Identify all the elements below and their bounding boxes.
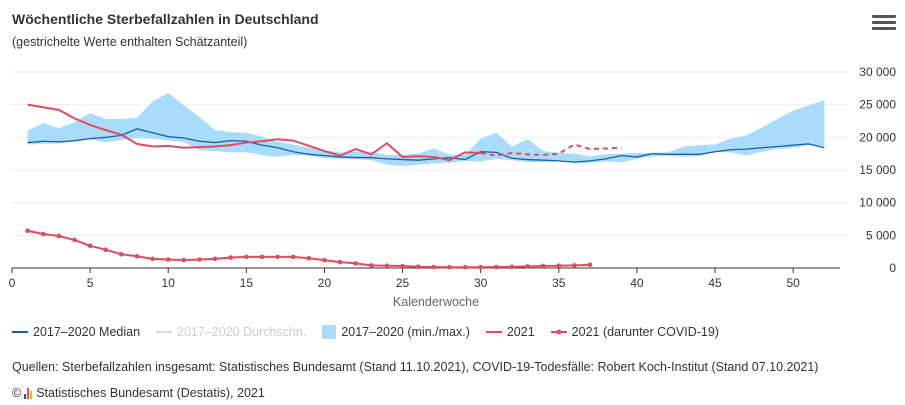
covid-point	[478, 264, 483, 270]
legend-covid-label: 2021 (darunter COVID-19)	[571, 325, 719, 339]
range-area	[27, 92, 825, 167]
covid-point	[165, 257, 171, 262]
chart-plot: 0 5 000 10 000 15 000 20 000 25 000 30 000 0 5 10…	[9, 65, 897, 309]
covid-point	[556, 263, 562, 269]
x-tick-label: 50	[786, 276, 800, 290]
x-tick-label: 5	[87, 276, 94, 290]
x-tick-label: 30	[474, 276, 488, 290]
copyright-text[interactable]: Statistisches Bundesamt (Destatis), 2021	[36, 386, 265, 400]
line-2021	[27, 103, 481, 162]
x-tick-label: 45	[708, 276, 722, 290]
covid-point	[134, 253, 140, 259]
covid-point	[587, 262, 593, 268]
y-tick-label: 10 000	[859, 196, 896, 210]
covid-point	[259, 254, 265, 260]
line-covid	[27, 229, 591, 269]
covid-point	[384, 263, 390, 269]
legend-mean-icon	[156, 331, 173, 333]
x-tick-label: 10	[162, 276, 176, 290]
median-line	[27, 128, 825, 163]
x-tick-label: 35	[552, 276, 566, 290]
legend-range-icon	[322, 325, 337, 339]
legend-2021-label: 2021	[506, 325, 535, 339]
covid-point	[369, 263, 374, 268]
covid-point	[525, 264, 530, 269]
covid-point	[400, 263, 405, 269]
covid-point	[87, 243, 93, 249]
covid-point	[322, 257, 327, 263]
legend-item-covid[interactable]: 2021 (darunter COVID-19)	[550, 325, 719, 339]
y-tick-label: 5 000	[866, 228, 896, 242]
y-tick-label: 15 000	[859, 163, 896, 177]
covid-point	[572, 263, 577, 268]
y-tick-label: 30 000	[859, 65, 896, 79]
covid-point	[181, 257, 187, 263]
copyright: © Statistisches Bundesamt (Destatis), 20…	[12, 386, 265, 400]
x-tick-label: 0	[9, 276, 16, 290]
covid-point	[197, 257, 202, 262]
covid-point	[103, 247, 109, 253]
legend-2021-icon	[485, 331, 502, 333]
covid-point	[306, 255, 312, 261]
y-tick-label: 20 000	[859, 130, 896, 144]
legend-covid-icon	[550, 329, 567, 335]
covid-point	[337, 259, 343, 265]
y-tick-label: 0	[889, 261, 896, 275]
legend-item-2021[interactable]: 2021	[485, 325, 535, 339]
legend-range-label: 2017–2020 (min./max.)	[341, 325, 470, 339]
covid-point	[462, 264, 468, 270]
covid-point	[509, 264, 515, 270]
x-tick-label: 25	[396, 276, 410, 290]
covid-point	[72, 237, 77, 243]
legend-item-mean[interactable]: 2017–2020 Durchschn.	[156, 325, 306, 339]
covid-point	[353, 261, 358, 266]
legend-item-median[interactable]: 2017–2020 Median	[12, 325, 140, 339]
copyright-symbol: ©	[12, 386, 22, 400]
covid-point	[540, 263, 546, 269]
x-tick-label: 40	[630, 276, 644, 290]
covid-point	[447, 264, 452, 270]
chart-menu-icon[interactable]	[872, 15, 896, 37]
x-tick-label: 20	[318, 276, 332, 290]
line-2021-estimated	[480, 143, 622, 157]
chart-title: Wöchentliche Sterbefallzahlen in Deutsch…	[12, 11, 319, 27]
covid-point	[494, 264, 499, 270]
covid-point	[244, 254, 249, 260]
x-axis-label: Kalenderwoche	[393, 295, 479, 309]
legend-mean-label: 2017–2020 Durchschn.	[177, 325, 307, 339]
legend-median-label: 2017–2020 Median	[33, 325, 141, 339]
covid-point	[415, 264, 421, 269]
covid-point	[119, 251, 124, 257]
y-tick-label: 25 000	[859, 98, 896, 112]
covid-point	[56, 233, 62, 239]
covid-point	[25, 228, 30, 234]
covid-point	[290, 254, 296, 260]
sources-text: Quellen: Sterbefallzahlen insgesamt: Sta…	[12, 360, 819, 374]
destatis-logo-icon	[24, 387, 33, 399]
covid-point	[150, 256, 155, 262]
legend-item-range[interactable]: 2017–2020 (min./max.)	[322, 325, 470, 339]
covid-point	[212, 256, 218, 262]
chart-subtitle: (gestrichelte Werte enthalten Schätzante…	[12, 35, 248, 49]
covid-point	[431, 264, 437, 270]
legend: 2017–2020 Median 2017–2020 Durchschn. 20…	[12, 325, 735, 339]
covid-point	[40, 231, 46, 237]
covid-point	[228, 255, 234, 260]
legend-median-icon	[12, 331, 28, 333]
covid-point	[275, 254, 280, 260]
x-tick-label: 15	[240, 276, 254, 290]
